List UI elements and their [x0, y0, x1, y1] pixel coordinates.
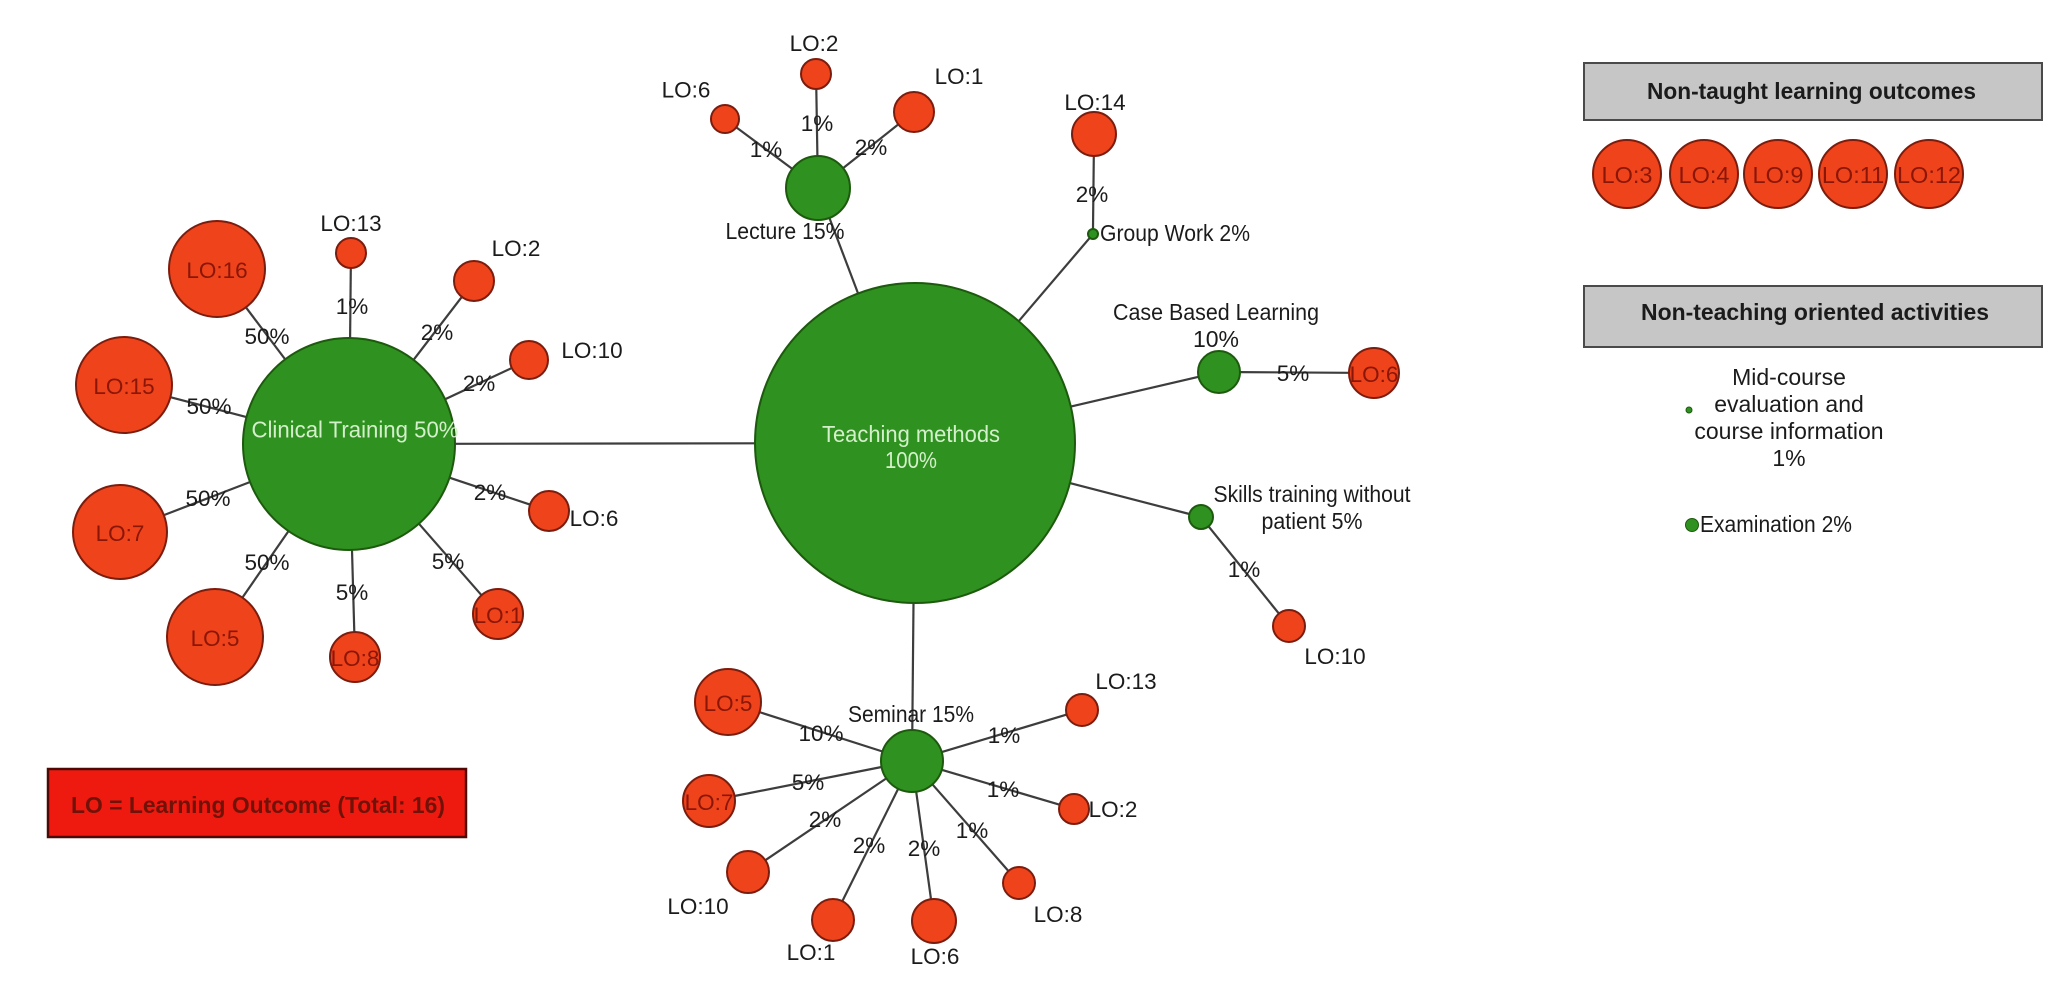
svg-text:LO:2: LO:2	[1089, 797, 1138, 822]
svg-text:course information: course information	[1694, 418, 1883, 444]
svg-text:LO:11: LO:11	[1822, 162, 1884, 188]
svg-text:Non-taught learning outcomes: Non-taught learning outcomes	[1647, 78, 1976, 104]
svg-text:LO:1: LO:1	[935, 64, 984, 89]
svg-text:Lecture 15%: Lecture 15%	[726, 218, 845, 244]
svg-text:Skills training without: Skills training without	[1214, 481, 1412, 507]
svg-text:LO:15: LO:15	[93, 374, 154, 399]
svg-text:1%: 1%	[750, 137, 783, 162]
svg-text:1%: 1%	[987, 777, 1020, 802]
svg-text:LO:6: LO:6	[911, 944, 960, 969]
svg-text:2%: 2%	[853, 833, 886, 858]
svg-text:patient 5%: patient 5%	[1262, 508, 1363, 534]
svg-text:5%: 5%	[1277, 361, 1310, 386]
svg-text:1%: 1%	[1228, 557, 1261, 582]
svg-text:evaluation and: evaluation and	[1714, 391, 1864, 417]
svg-text:LO:4: LO:4	[1679, 162, 1730, 188]
svg-text:2%: 2%	[421, 320, 454, 345]
svg-text:LO:6: LO:6	[662, 78, 711, 103]
svg-text:50%: 50%	[244, 324, 289, 349]
svg-text:LO:16: LO:16	[186, 258, 247, 283]
svg-text:2%: 2%	[1076, 182, 1109, 207]
svg-text:1%: 1%	[956, 818, 989, 843]
svg-text:2%: 2%	[809, 807, 842, 832]
svg-text:LO:9: LO:9	[1753, 162, 1804, 188]
svg-text:LO:8: LO:8	[331, 646, 380, 671]
svg-text:LO:12: LO:12	[1897, 162, 1961, 188]
svg-text:50%: 50%	[244, 550, 289, 575]
svg-text:Examination 2%: Examination 2%	[1700, 511, 1852, 537]
svg-text:LO:10: LO:10	[1304, 644, 1365, 669]
svg-text:2%: 2%	[855, 135, 888, 160]
svg-text:Mid-course: Mid-course	[1732, 364, 1846, 390]
svg-text:LO:10: LO:10	[667, 894, 728, 919]
svg-text:5%: 5%	[432, 549, 465, 574]
svg-text:Group Work 2%: Group Work 2%	[1100, 220, 1250, 246]
svg-text:LO:6: LO:6	[570, 506, 619, 531]
svg-text:LO:8: LO:8	[1034, 902, 1083, 927]
svg-text:LO = Learning Outcome (Total:: LO = Learning Outcome (Total: 16)	[71, 792, 445, 818]
svg-text:50%: 50%	[186, 394, 231, 419]
svg-text:5%: 5%	[792, 770, 825, 795]
svg-text:Clinical Training 50%: Clinical Training 50%	[252, 417, 459, 443]
svg-text:LO:5: LO:5	[191, 626, 240, 651]
svg-text:Teaching methods: Teaching methods	[822, 421, 1000, 447]
svg-text:LO:7: LO:7	[96, 521, 145, 546]
svg-text:LO:5: LO:5	[704, 691, 753, 716]
svg-text:LO:6: LO:6	[1350, 362, 1399, 387]
svg-text:LO:7: LO:7	[685, 790, 734, 815]
svg-text:Seminar 15%: Seminar 15%	[848, 701, 974, 727]
svg-text:1%: 1%	[801, 111, 834, 136]
svg-text:LO:2: LO:2	[790, 31, 839, 56]
svg-text:1%: 1%	[988, 723, 1021, 748]
svg-text:LO:13: LO:13	[320, 211, 381, 236]
svg-text:LO:2: LO:2	[492, 236, 541, 261]
svg-text:10%: 10%	[798, 721, 843, 746]
svg-text:50%: 50%	[185, 486, 230, 511]
svg-text:2%: 2%	[463, 371, 496, 396]
svg-text:5%: 5%	[336, 580, 369, 605]
svg-text:LO:3: LO:3	[1602, 162, 1653, 188]
svg-text:LO:14: LO:14	[1064, 90, 1125, 115]
svg-text:LO:1: LO:1	[474, 603, 523, 628]
svg-text:LO:1: LO:1	[787, 940, 836, 965]
svg-text:2%: 2%	[474, 480, 507, 505]
svg-text:Non-teaching oriented activiti: Non-teaching oriented activities	[1641, 299, 1989, 325]
svg-text:100%: 100%	[885, 447, 937, 473]
svg-text:1%: 1%	[1772, 445, 1805, 471]
svg-text:LO:10: LO:10	[561, 338, 622, 363]
svg-text:Case Based Learning: Case Based Learning	[1113, 299, 1319, 325]
svg-text:1%: 1%	[336, 294, 369, 319]
svg-text:LO:13: LO:13	[1095, 669, 1156, 694]
svg-text:10%: 10%	[1193, 326, 1239, 352]
svg-text:2%: 2%	[908, 836, 941, 861]
